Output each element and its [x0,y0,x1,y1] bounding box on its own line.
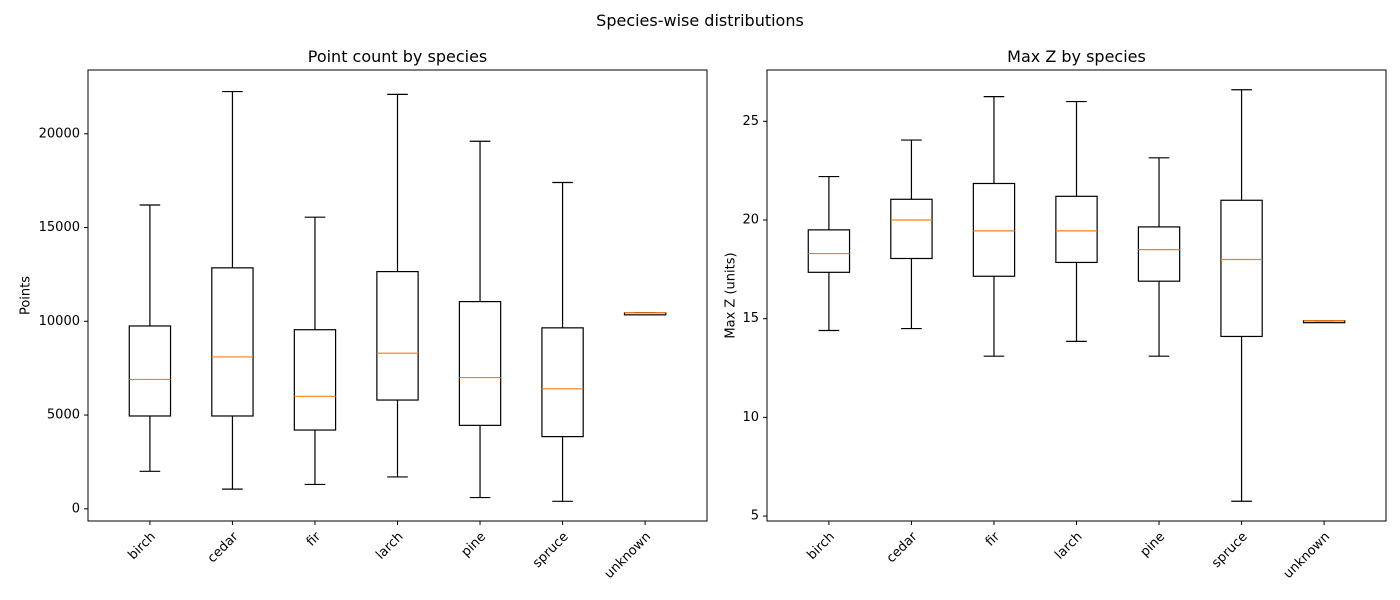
x-tick-label: pine [1138,529,1168,559]
x-tick-label: unknown [1281,529,1333,581]
box-iqr [293,329,337,431]
y-tick-label: 0 [72,501,80,516]
box-fir [972,96,1016,357]
box-fir [293,216,337,486]
y-tick-label: 10 [742,410,759,425]
box-iqr [1137,226,1181,282]
chart-title: Point count by species [308,47,488,66]
axes-frame [766,69,1387,522]
box-spruce [1220,89,1263,502]
x-tick-label: pine [459,529,489,559]
box-pine [1137,157,1181,357]
box-iqr [128,325,172,417]
x-tick-label: spruce [1209,529,1251,571]
box-spruce [541,181,584,502]
chart-panel-point-count: Point count by species Points 0 5000 10000 15… [19,47,708,582]
x-tick-label: fir [304,529,325,550]
y-tick-label: 5000 [47,408,80,423]
box-cedar [890,139,933,330]
y-tick-label: 25 [742,114,759,129]
box-birch [807,175,851,332]
x-tick-label: cedar [884,529,921,566]
chart-title: Max Z by species [1007,47,1146,66]
x-tick-label: fir [983,529,1004,550]
x-tick-label: birch [125,529,158,562]
box-iqr [972,182,1016,277]
y-axis-label: Max Z (units) [724,252,739,338]
x-tick-label: larch [1052,529,1085,562]
box-iqr [376,270,419,401]
box-larch [376,93,419,478]
box-pine [458,140,502,499]
y-axis-label: Points [19,276,34,315]
chart-panel-max-z: Max Z by species Max Z (units) 5 10 15 20 25 bi… [724,47,1387,582]
box-iqr [1055,195,1098,264]
box-iqr [807,229,851,273]
box-birch [128,204,172,472]
y-tick-label: 20000 [39,126,80,141]
box-unknown [1302,320,1346,324]
figure-suptitle: Species-wise distributions [596,11,804,30]
axes-frame [87,69,708,522]
box-unknown [623,312,667,316]
y-tick-label: 10000 [39,314,80,329]
x-tick-label: cedar [205,529,242,566]
y-tick-label: 5 [751,509,759,524]
box-larch [1055,100,1098,342]
box-iqr [211,267,254,417]
y-tick-label: 15000 [39,220,80,235]
y-tick-label: 20 [742,213,759,228]
x-tick-label: unknown [602,529,654,581]
x-tick-label: larch [373,529,406,562]
box-cedar [211,90,254,490]
box-iqr [541,327,584,438]
x-tick-label: spruce [530,529,572,571]
y-tick-label: 15 [742,311,759,326]
box-iqr [458,300,502,426]
box-iqr [890,198,933,260]
box-iqr [1220,199,1263,338]
x-tick-label: birch [804,529,837,562]
